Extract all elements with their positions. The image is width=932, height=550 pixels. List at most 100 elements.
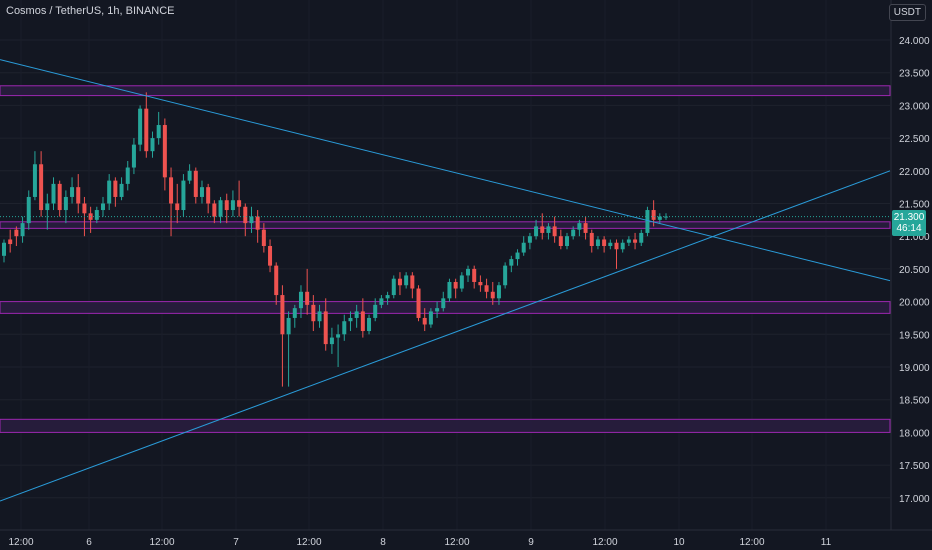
time-axis[interactable]: 12:00 6 12:00 7 12:00 8 12:00 9 12:00 10 12:00 11 xyxy=(8,537,831,548)
candle-body xyxy=(230,200,235,211)
candle-body xyxy=(249,216,254,224)
candle-body xyxy=(261,229,266,247)
candle-body xyxy=(639,232,644,243)
candle-body xyxy=(490,291,495,299)
candle-body xyxy=(410,275,415,289)
candle-body xyxy=(268,246,273,266)
candle-body xyxy=(571,229,576,237)
candle-body xyxy=(125,167,130,184)
candle-body xyxy=(63,196,68,211)
candle-body xyxy=(422,317,427,325)
candle-body xyxy=(107,180,112,204)
candle-body xyxy=(373,304,378,318)
currency-button[interactable]: USDT xyxy=(888,4,926,21)
candle-body xyxy=(274,265,279,296)
candle-body xyxy=(534,226,539,237)
y-tick-label: 23.500 xyxy=(899,69,930,80)
candle-body xyxy=(156,125,161,139)
candle-body xyxy=(354,311,359,318)
candle-body xyxy=(32,164,37,197)
candle-body xyxy=(311,304,316,322)
candle-body xyxy=(243,206,248,224)
candle-body xyxy=(626,239,631,243)
candle-body xyxy=(57,183,62,211)
x-tick-label: 8 xyxy=(380,537,386,548)
candle-body xyxy=(546,226,551,233)
price-axis[interactable]: 24.000 23.500 23.000 22.500 22.000 21.500 21.0… xyxy=(899,36,930,505)
candle-body xyxy=(385,295,390,299)
x-tick-label: 9 xyxy=(528,537,534,548)
zone xyxy=(0,85,891,97)
candle-body xyxy=(162,125,167,178)
y-tick-label: 21.000 xyxy=(899,232,930,243)
trendline-descending xyxy=(0,59,891,282)
y-tick-label: 22.500 xyxy=(899,134,930,145)
last-price-tag: 21.300 46:14 xyxy=(892,209,926,236)
candle-body xyxy=(521,242,526,253)
candle-body xyxy=(435,308,440,312)
candle-body xyxy=(602,239,607,247)
candle-body xyxy=(614,242,619,250)
candle-body xyxy=(181,180,186,211)
y-tick-label: 22.000 xyxy=(899,167,930,178)
candle-body xyxy=(218,200,223,217)
candle-body xyxy=(131,144,136,168)
candle-body xyxy=(45,203,50,211)
candle-body xyxy=(558,236,563,247)
x-tick-label: 12:00 xyxy=(8,537,33,548)
candle-body xyxy=(342,321,347,335)
candle-body xyxy=(595,239,600,247)
candle-body xyxy=(466,268,471,276)
x-tick-label: 12:00 xyxy=(592,537,617,548)
candle-body xyxy=(286,317,291,335)
candle-body xyxy=(329,337,334,345)
candle-body xyxy=(552,226,557,237)
candle-body xyxy=(51,183,56,204)
candle-body xyxy=(255,216,260,230)
candle-body xyxy=(94,210,99,220)
candle-body xyxy=(193,170,198,197)
candle-body xyxy=(323,311,328,345)
x-tick-label: 12:00 xyxy=(149,537,174,548)
bar-countdown: 46:14 xyxy=(896,222,922,234)
candle-body xyxy=(336,334,341,338)
candle-body xyxy=(583,223,588,233)
candle-body xyxy=(199,187,204,197)
candle-body xyxy=(540,226,545,233)
y-tick-label: 18.000 xyxy=(899,428,930,439)
candle-body xyxy=(645,210,650,233)
candle-body xyxy=(509,259,514,266)
candle-body xyxy=(391,278,396,296)
candle-body xyxy=(298,291,303,309)
x-tick-label: 6 xyxy=(86,537,92,548)
candle-body xyxy=(175,203,180,211)
trendline-ascending xyxy=(0,170,891,502)
x-tick-label: 7 xyxy=(233,537,239,548)
candle-body xyxy=(317,311,322,322)
candle-body xyxy=(428,311,433,325)
candle-body xyxy=(100,203,105,211)
candle-body xyxy=(2,242,6,256)
candles xyxy=(2,92,668,387)
x-tick-label: 12:00 xyxy=(444,537,469,548)
candle-body xyxy=(416,288,421,318)
y-tick-label: 20.000 xyxy=(899,298,930,309)
y-tick-label: 19.500 xyxy=(899,330,930,341)
last-price-value: 21.300 xyxy=(893,211,925,223)
candle-body xyxy=(224,200,229,211)
candle-body xyxy=(212,203,217,217)
candle-body xyxy=(8,239,13,245)
candle-body xyxy=(119,183,124,197)
y-tick-label: 19.000 xyxy=(899,363,930,374)
candle-body xyxy=(206,187,211,204)
candle-body xyxy=(113,180,118,197)
y-tick-label: 21.500 xyxy=(899,200,930,211)
candle-body xyxy=(503,265,508,286)
candle-body xyxy=(39,164,44,211)
candle-body xyxy=(515,252,520,260)
candle-body xyxy=(360,311,365,332)
candle-body xyxy=(169,177,174,204)
candle-body xyxy=(305,291,310,305)
